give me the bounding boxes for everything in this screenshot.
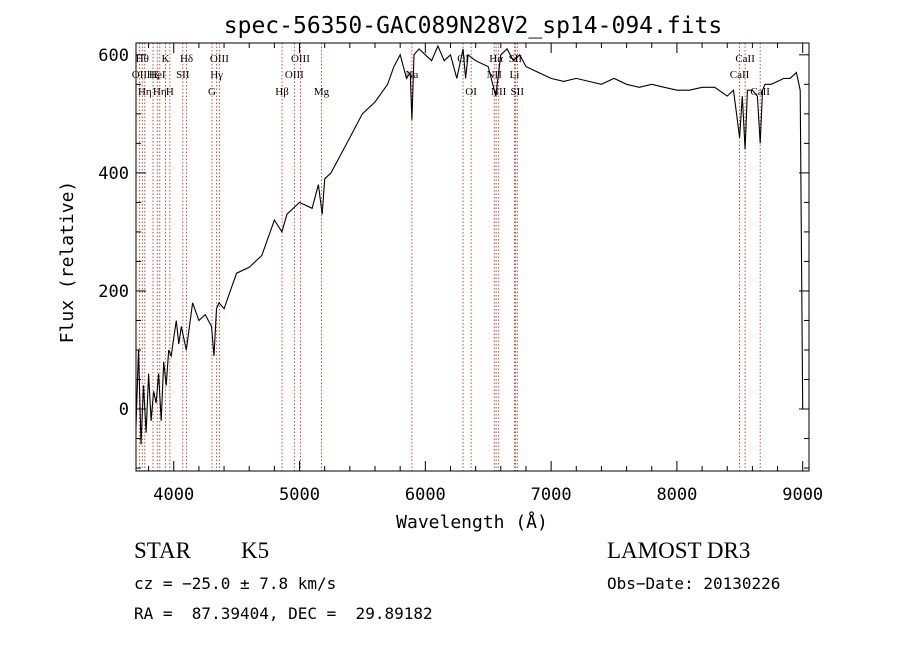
line-label: SII <box>509 53 523 65</box>
line-label: NII <box>491 86 507 98</box>
x-tick-label: 6000 <box>405 485 446 505</box>
line-label: OI <box>465 86 477 98</box>
x-tick-label: 4000 <box>153 485 194 505</box>
line-label: Na <box>405 69 418 81</box>
survey-name: LAMOST DR3 <box>607 538 751 563</box>
line-label: Hη <box>138 86 152 98</box>
y-tick-label: 600 <box>98 46 129 66</box>
line-label: Hγ <box>210 69 223 81</box>
line-label: OIII <box>210 53 229 65</box>
line-label: K <box>161 53 169 65</box>
line-label: Li <box>509 69 519 81</box>
line-label: SII <box>176 69 190 81</box>
line-label: CaII <box>735 53 755 65</box>
line-label: Hη <box>153 86 167 98</box>
x-tick-label: 7000 <box>531 485 572 505</box>
object-subclass: K5 <box>241 538 270 563</box>
line-label: Hθ <box>136 53 149 65</box>
spectrum-series-line <box>135 44 804 445</box>
line-label: NII <box>487 69 503 81</box>
y-tick-label: 0 <box>119 400 129 420</box>
y-tick-label: 400 <box>98 164 129 184</box>
spectral-line-markers <box>138 43 761 471</box>
line-label: Hβ <box>275 86 289 98</box>
line-label: CaII <box>750 86 770 98</box>
line-label: Hζ <box>147 69 160 81</box>
redshift-cz: cz = −25.0 ± 7.8 km/s <box>134 574 337 593</box>
plot-frame <box>135 42 810 472</box>
y-tick-label: 200 <box>98 282 129 302</box>
y-axis: 0 200 400 600 <box>98 46 809 469</box>
y-axis-label: Flux (relative) <box>57 181 78 344</box>
line-label: CaII <box>730 69 750 81</box>
x-axis: 4000 5000 6000 7000 8000 9000 <box>148 43 823 505</box>
line-label: HeI <box>149 69 166 81</box>
line-label: Mg <box>314 86 330 98</box>
x-axis-label: Wavelength (Å) <box>396 511 548 533</box>
line-label: Hδ <box>180 53 193 65</box>
spectral-line-labels: OIIHθHηHζHeIHηKHSIIHδGHγOIIIHβOIIIOIIIMg… <box>132 53 771 98</box>
obs-date: Obs−Date: 20130226 <box>607 574 781 593</box>
line-label: OIII <box>285 69 304 81</box>
coordinates: RA = 87.39404, DEC = 29.89182 <box>134 604 433 623</box>
x-tick-label: 9000 <box>782 485 823 505</box>
line-label: H <box>166 86 174 98</box>
line-label: G <box>208 86 216 98</box>
chart-title: spec-56350-GAC089N28V2_sp14-094.fits <box>224 13 723 39</box>
line-label: Hα <box>489 53 503 65</box>
line-label: OIII <box>291 53 310 65</box>
line-label: SII <box>511 86 525 98</box>
object-class: STAR <box>134 538 191 563</box>
line-label: OII <box>132 69 148 81</box>
x-tick-label: 5000 <box>279 485 320 505</box>
line-label: OI <box>457 53 469 65</box>
x-tick-label: 8000 <box>656 485 697 505</box>
